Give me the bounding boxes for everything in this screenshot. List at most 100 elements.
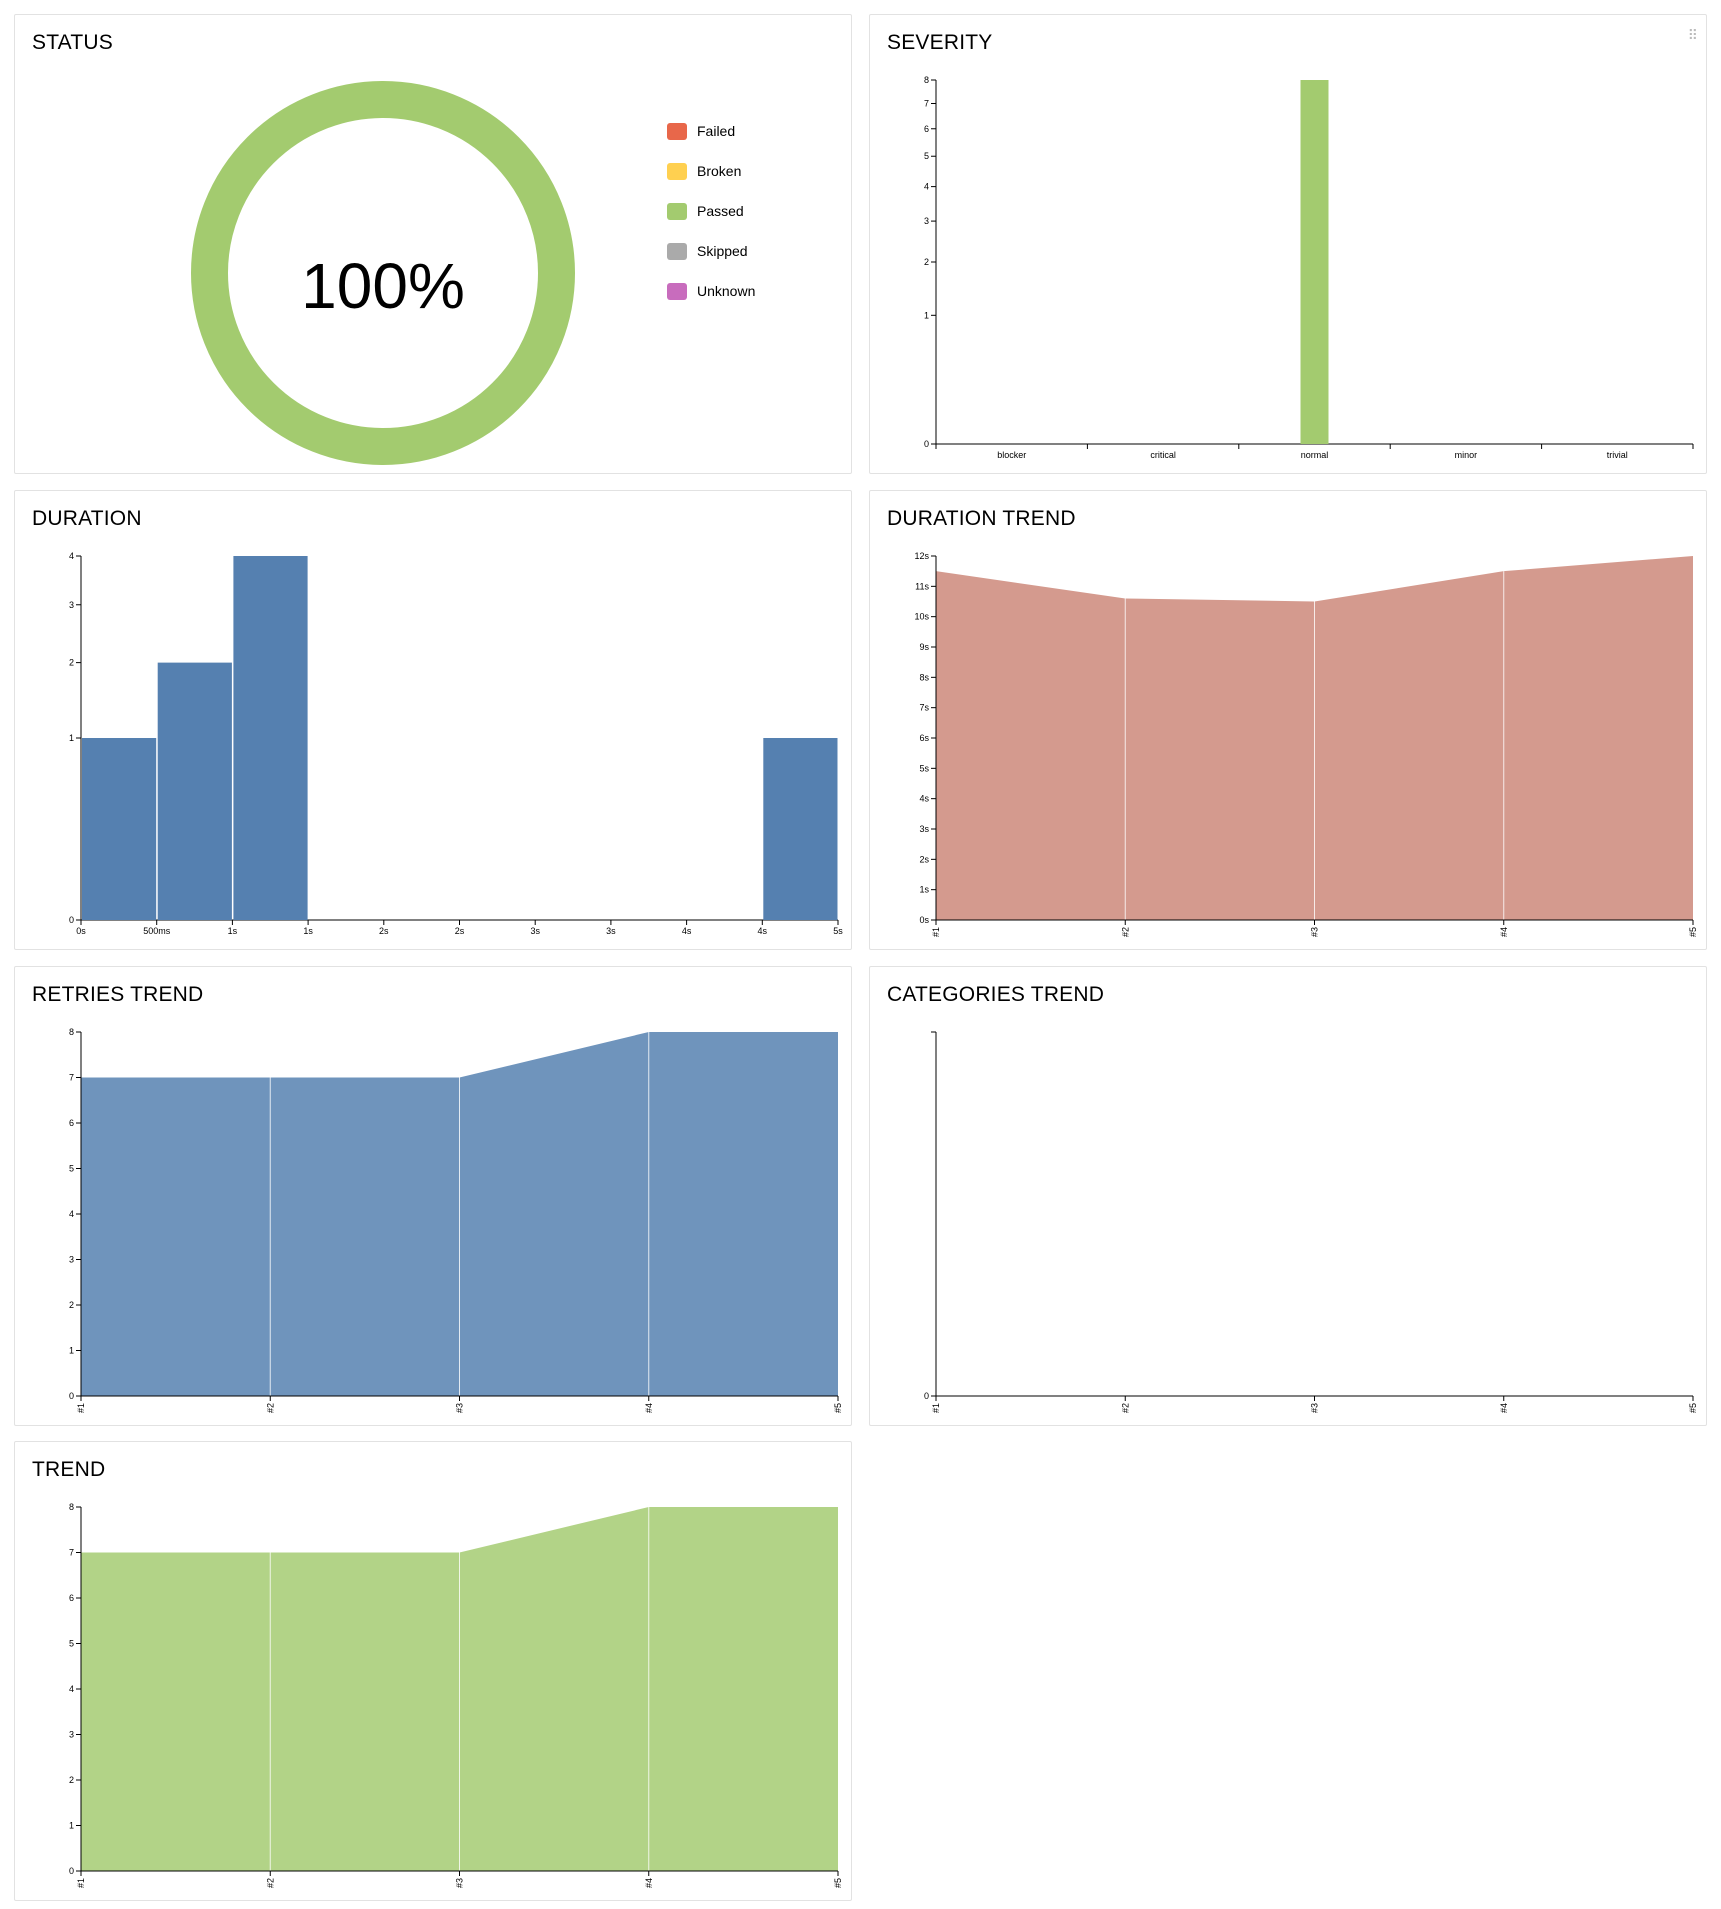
x-tick-label: #2 bbox=[1120, 927, 1130, 937]
y-tick-label: 8s bbox=[919, 672, 929, 682]
trend-widget: TREND 0 1 2 3 4 5 6 7 8 #1 #2 #3 #4 #5 bbox=[14, 1441, 852, 1901]
x-tick-label: critical bbox=[1150, 450, 1176, 460]
x-tick-label: 0s bbox=[76, 926, 86, 936]
legend-label-failed: Failed bbox=[697, 123, 736, 139]
y-tick-label: 4 bbox=[69, 1209, 74, 1219]
x-tick-label: 4s bbox=[758, 926, 768, 936]
legend-swatch-broken bbox=[667, 162, 687, 180]
y-tick-label: 4 bbox=[69, 551, 74, 561]
x-tick-label: #3 bbox=[1310, 1403, 1320, 1413]
retries-trend-title: RETRIES TREND bbox=[32, 983, 204, 1006]
y-tick-label: 2 bbox=[69, 1300, 74, 1310]
y-tick-label: 5 bbox=[924, 151, 929, 161]
legend-label-unknown: Unknown bbox=[697, 283, 756, 299]
y-tick-label: 8 bbox=[69, 1502, 74, 1512]
legend-item-broken[interactable]: Broken bbox=[667, 151, 755, 191]
y-tick-label: 12s bbox=[914, 551, 929, 561]
x-tick-label: minor bbox=[1455, 450, 1478, 460]
x-tick-label: #4 bbox=[644, 1878, 654, 1888]
legend-swatch-unknown bbox=[667, 282, 687, 300]
x-tick-label: 4s bbox=[682, 926, 692, 936]
severity-bar-normal bbox=[1300, 80, 1329, 444]
x-tick-label: #2 bbox=[1120, 1403, 1130, 1413]
severity-chart: 0 1 2 3 4 5 6 7 8 blocker critical normal minor trivi… bbox=[924, 75, 1694, 460]
categories-trend-title: CATEGORIES TREND bbox=[887, 983, 1105, 1006]
x-tick-label: #1 bbox=[76, 1878, 86, 1888]
duration-trend-chart: 0s 1s 2s 3s 4s 5s 6s 7s 8s 9s 10s 11s 12s #1 #2 #3 #4 #5 bbox=[914, 551, 1698, 937]
duration-widget: DURATION 0 1 2 3 4 0s 500ms 1s 1s 2s 2s 3s 3s 4s 4s 5s bbox=[14, 490, 852, 950]
y-tick-label: 1 bbox=[69, 1346, 74, 1356]
x-tick-label: #3 bbox=[1310, 927, 1320, 937]
x-tick-label: #4 bbox=[644, 1403, 654, 1413]
y-tick-label: 7 bbox=[69, 1073, 74, 1083]
legend-item-failed[interactable]: Failed bbox=[667, 111, 755, 151]
duration-bar-3 bbox=[763, 738, 838, 920]
duration-bar-2 bbox=[233, 556, 308, 920]
x-tick-label: #1 bbox=[931, 927, 941, 937]
y-tick-label: 10s bbox=[914, 612, 929, 622]
y-tick-label: 1 bbox=[69, 733, 74, 743]
y-tick-label: 1 bbox=[69, 1821, 74, 1831]
y-tick-label: 1s bbox=[919, 885, 929, 895]
legend-label-broken: Broken bbox=[697, 163, 742, 179]
y-tick-label: 0 bbox=[924, 1391, 929, 1401]
y-tick-label: 6 bbox=[69, 1118, 74, 1128]
severity-widget: SEVERITY ⠿ 0 1 2 3 4 5 6 7 8 blocker critical norma… bbox=[869, 14, 1707, 474]
y-tick-label: 3 bbox=[924, 216, 929, 226]
y-tick-label: 4 bbox=[69, 1684, 74, 1694]
categories-trend-chart: 0#1 #2 #3 #4 #5 bbox=[924, 1031, 1698, 1413]
duration-trend-widget: DURATION TREND 0s 1s 2s 3s 4s 5s 6s 7s 8s 9s 10s 11… bbox=[869, 490, 1707, 950]
trend-title: TREND bbox=[32, 1458, 106, 1481]
y-tick-label: 6s bbox=[919, 733, 929, 743]
y-tick-label: 1 bbox=[924, 310, 929, 320]
y-tick-label: 5 bbox=[69, 1164, 74, 1174]
legend-label-skipped: Skipped bbox=[697, 243, 748, 259]
x-tick-label: #5 bbox=[1688, 927, 1698, 937]
y-tick-label: 3 bbox=[69, 1255, 74, 1265]
duration-trend-title: DURATION TREND bbox=[887, 507, 1076, 530]
legend-item-passed[interactable]: Passed bbox=[667, 191, 755, 231]
x-tick-label: 3s bbox=[530, 926, 540, 936]
x-tick-label: #1 bbox=[931, 1403, 941, 1413]
x-tick-label: #5 bbox=[833, 1403, 843, 1413]
y-tick-label: 11s bbox=[915, 581, 929, 591]
legend-swatch-skipped bbox=[667, 242, 687, 260]
status-legend: Failed Broken Passed Skipped Unknown bbox=[667, 111, 755, 311]
legend-swatch-failed bbox=[667, 122, 687, 140]
duration-title: DURATION bbox=[32, 507, 142, 530]
y-tick-label: 0s bbox=[919, 915, 929, 925]
retries-trend-chart: 0 1 2 3 4 5 6 7 8 #1 #2 #3 #4 #5 bbox=[69, 1027, 843, 1413]
categories-trend-widget: CATEGORIES TREND 0 #1 #2 #3 #4 #5 bbox=[869, 966, 1707, 1426]
x-tick-label: #5 bbox=[1688, 1403, 1698, 1413]
duration-bar-0 bbox=[82, 738, 157, 920]
y-tick-label: 7 bbox=[69, 1548, 74, 1558]
x-tick-label: 1s bbox=[228, 926, 238, 936]
y-tick-label: 4s bbox=[919, 794, 929, 804]
y-tick-label: 2 bbox=[69, 658, 74, 668]
y-tick-label: 2 bbox=[69, 1775, 74, 1785]
x-tick-label: #2 bbox=[265, 1403, 275, 1413]
x-tick-label: #4 bbox=[1499, 1403, 1509, 1413]
x-tick-label: 2s bbox=[455, 926, 465, 936]
trend-chart: 0 1 2 3 4 5 6 7 8 #1 #2 #3 #4 #5 bbox=[69, 1502, 843, 1888]
x-tick-label: #5 bbox=[833, 1878, 843, 1888]
y-tick-label: 2 bbox=[924, 257, 929, 267]
status-donut-chart bbox=[191, 81, 575, 465]
x-tick-label: blocker bbox=[997, 450, 1026, 460]
y-tick-label: 6 bbox=[69, 1593, 74, 1603]
x-tick-label: 500ms bbox=[143, 926, 171, 936]
y-tick-label: 3 bbox=[69, 600, 74, 610]
legend-item-unknown[interactable]: Unknown bbox=[667, 271, 755, 311]
x-tick-label: #2 bbox=[265, 1878, 275, 1888]
y-tick-label: 0 bbox=[69, 1866, 74, 1876]
y-tick-label: 5 bbox=[69, 1639, 74, 1649]
y-tick-label: 0 bbox=[924, 439, 929, 449]
severity-title: SEVERITY bbox=[887, 31, 993, 54]
y-tick-label: 3 bbox=[69, 1730, 74, 1740]
x-tick-label: normal bbox=[1301, 450, 1329, 460]
legend-swatch-passed bbox=[667, 202, 687, 220]
drag-handle-icon[interactable]: ⠿ bbox=[1687, 27, 1698, 43]
legend-item-skipped[interactable]: Skipped bbox=[667, 231, 755, 271]
y-tick-label: 7s bbox=[919, 703, 929, 713]
y-tick-label: 8 bbox=[69, 1027, 74, 1037]
